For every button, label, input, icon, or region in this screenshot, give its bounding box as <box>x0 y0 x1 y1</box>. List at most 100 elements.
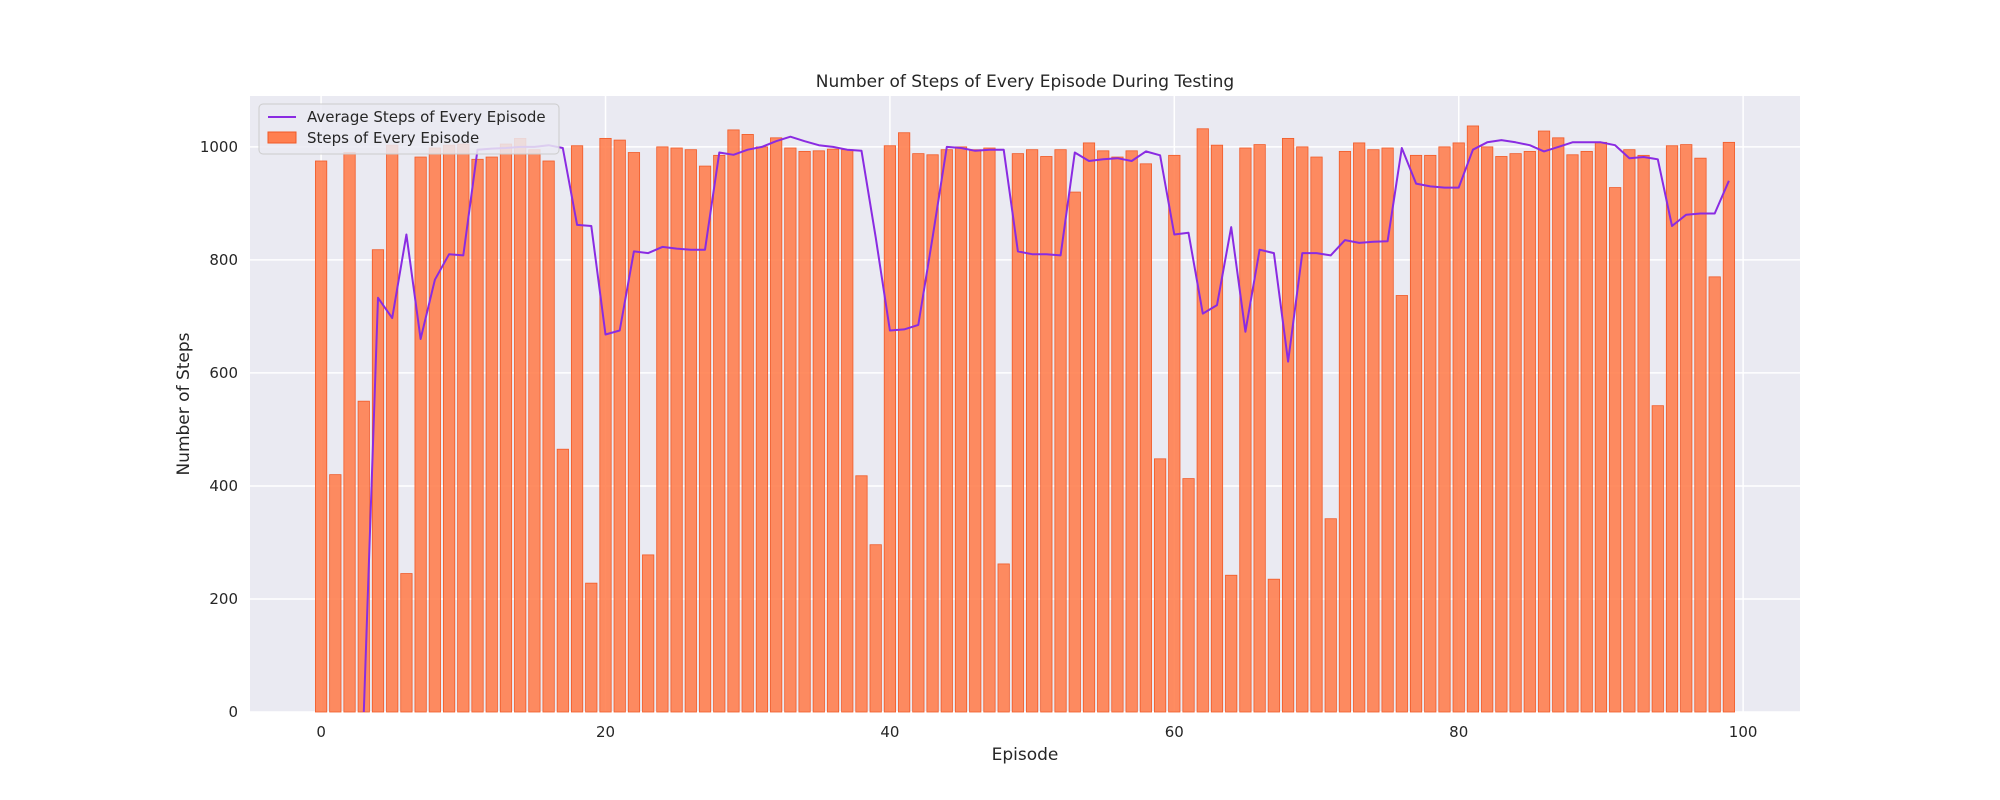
bar <box>869 544 882 713</box>
bar <box>1225 574 1238 713</box>
bar <box>613 139 626 713</box>
bar <box>1196 128 1209 713</box>
bar <box>414 156 427 713</box>
bar <box>1495 156 1508 713</box>
bar <box>1466 125 1480 713</box>
bar <box>1523 150 1536 713</box>
bar <box>670 147 683 713</box>
bar <box>1623 149 1636 713</box>
bar <box>1637 154 1650 713</box>
bar <box>1609 187 1622 713</box>
bar <box>1708 276 1721 713</box>
bar <box>1296 146 1309 713</box>
bar <box>1651 405 1664 713</box>
bar <box>1537 130 1551 713</box>
bar <box>1097 150 1110 713</box>
chart-title: Number of Steps of Every Episode During … <box>816 72 1234 92</box>
bar <box>528 149 541 713</box>
bar <box>1011 153 1024 713</box>
bar <box>755 146 769 713</box>
bar <box>1338 150 1352 713</box>
bar <box>1353 142 1366 713</box>
bar <box>826 148 840 713</box>
bar <box>1665 145 1679 713</box>
bar <box>698 165 712 713</box>
bar <box>983 147 996 713</box>
bar <box>514 137 527 713</box>
bar <box>627 152 641 713</box>
bar <box>1253 144 1266 713</box>
bar <box>684 149 697 713</box>
bar <box>656 146 669 713</box>
bar <box>1438 146 1451 713</box>
bar <box>1594 141 1608 713</box>
bar <box>1324 518 1337 713</box>
legend: Average Steps of Every Episode Steps of … <box>258 103 560 155</box>
bar <box>585 582 598 713</box>
bar <box>855 475 868 713</box>
bar <box>1424 154 1437 713</box>
x-tick-label: 80 <box>1449 723 1468 741</box>
bar <box>1310 156 1323 713</box>
bar <box>912 153 925 713</box>
y-tick-label: 800 <box>209 251 238 269</box>
bar <box>1566 154 1579 713</box>
bar <box>343 152 356 713</box>
bar <box>969 149 982 713</box>
bar <box>1040 156 1053 713</box>
average-line-series <box>362 135 1730 713</box>
bar <box>315 160 328 713</box>
bar <box>1168 154 1181 713</box>
bar <box>329 474 342 713</box>
bar <box>1395 295 1408 713</box>
bar <box>1694 157 1707 713</box>
bar <box>1054 149 1067 713</box>
bar <box>841 149 854 713</box>
bar <box>798 150 811 713</box>
bar <box>1409 154 1423 713</box>
bar <box>1680 144 1693 713</box>
bar <box>1239 147 1252 713</box>
x-tick-label: 100 <box>1729 723 1758 741</box>
bar <box>741 134 754 713</box>
bar-series <box>315 125 1735 713</box>
bar <box>1722 141 1735 713</box>
bar <box>1111 156 1124 713</box>
y-tick-label: 200 <box>209 590 238 608</box>
x-axis-label: Episode <box>992 745 1059 765</box>
bar <box>1367 149 1380 713</box>
y-tick-label: 1000 <box>200 138 238 156</box>
bar <box>428 147 441 713</box>
bar <box>1154 458 1167 713</box>
x-tick-label: 40 <box>880 723 899 741</box>
bar <box>1125 150 1138 713</box>
bar <box>542 160 555 713</box>
bar <box>898 132 911 713</box>
bar <box>997 563 1010 713</box>
bar <box>1068 191 1081 713</box>
bar <box>1182 478 1195 713</box>
bar <box>926 154 939 713</box>
y-tick-label: 0 <box>228 703 238 721</box>
bar <box>570 145 584 713</box>
bar <box>1139 163 1152 713</box>
bar <box>1580 150 1593 713</box>
bar <box>1381 147 1394 713</box>
bar <box>642 554 655 713</box>
bar <box>357 400 370 713</box>
bar <box>1509 153 1522 713</box>
x-tick-label: 20 <box>596 723 615 741</box>
x-tick-label: 60 <box>1165 723 1184 741</box>
bar <box>1552 137 1565 713</box>
x-tick-label: 0 <box>316 723 326 741</box>
y-axis-label: Number of Steps <box>174 332 194 475</box>
legend-entry-average: Average Steps of Every Episode <box>307 108 546 126</box>
bar <box>1082 142 1096 713</box>
bar <box>442 144 456 713</box>
y-tick-label: 600 <box>209 364 238 382</box>
bar <box>1481 146 1494 713</box>
y-tick-label: 400 <box>209 477 238 495</box>
bar <box>400 573 413 713</box>
bar <box>770 137 783 713</box>
